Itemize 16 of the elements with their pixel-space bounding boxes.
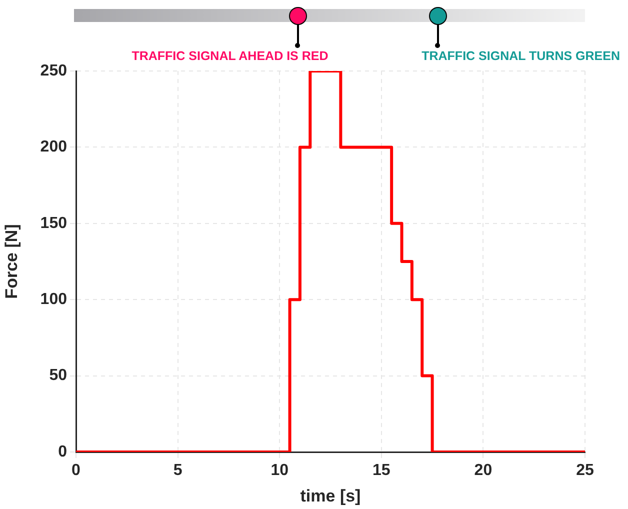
x-tick-label: 5 bbox=[173, 462, 182, 480]
y-tick-label: 50 bbox=[49, 367, 68, 384]
y-axis-title: Force [N] bbox=[2, 224, 21, 299]
x-tick-label: 15 bbox=[372, 462, 390, 480]
text: TRAFFIC SIGNAL TURNS GREEN bbox=[420, 49, 620, 63]
x-tick-label: 25 bbox=[576, 462, 594, 480]
x-tick-label: 20 bbox=[474, 462, 492, 480]
text: TRAFFIC SIGNAL AHEAD IS RED bbox=[130, 49, 330, 63]
y-tick-label: 100 bbox=[40, 291, 68, 308]
x-axis-title: time [s] bbox=[300, 486, 361, 506]
y-tick-label: 250 bbox=[40, 62, 68, 80]
x-tick-label: 0 bbox=[72, 462, 81, 480]
y-tick-label: 200 bbox=[40, 138, 68, 156]
y-tick-label: 0 bbox=[58, 443, 68, 460]
y-tick-label: 150 bbox=[40, 214, 68, 232]
x-tick-label: 10 bbox=[270, 462, 289, 480]
